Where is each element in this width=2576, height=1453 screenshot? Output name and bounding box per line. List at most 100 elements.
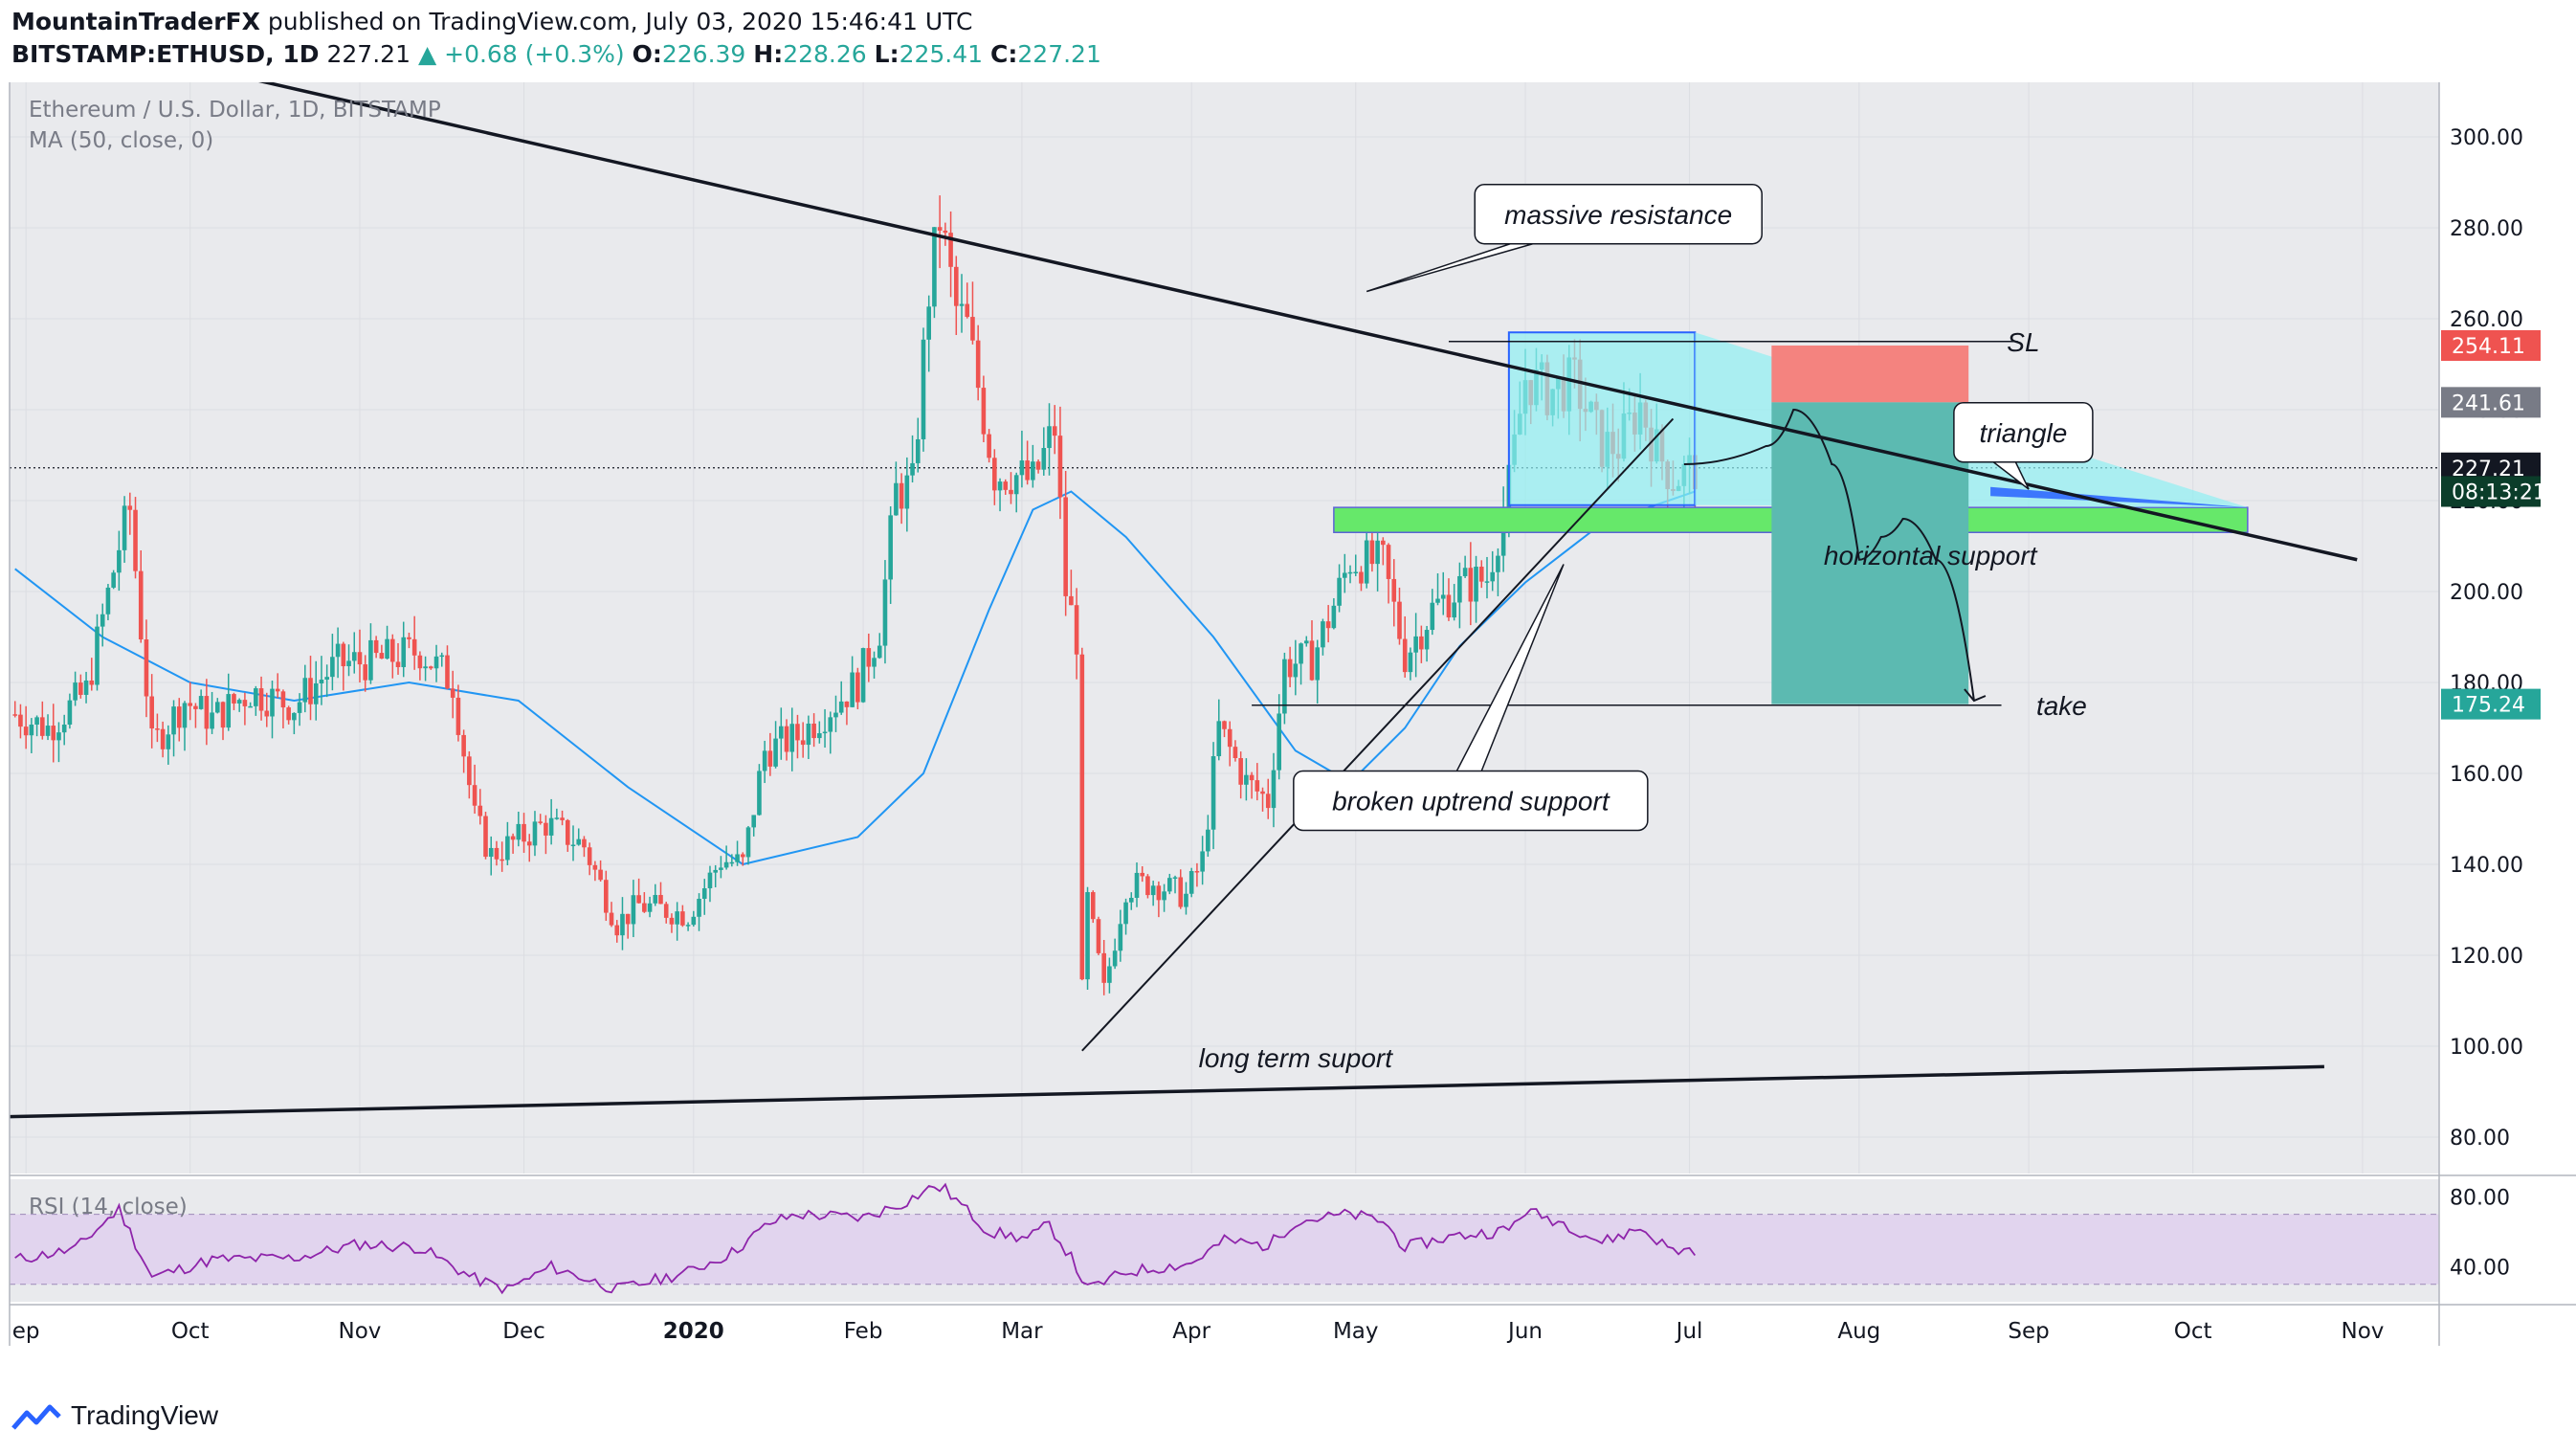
- candle-body-down: [937, 227, 943, 231]
- candle-body-up: [297, 702, 302, 713]
- candle-body-down: [943, 230, 948, 234]
- candle-body-up: [248, 705, 253, 708]
- candle-body-down: [1052, 426, 1057, 436]
- candle-body-down: [1079, 654, 1085, 980]
- candle-body-down: [89, 680, 95, 685]
- candle-body-down: [1227, 728, 1232, 748]
- candle-body-up: [817, 733, 822, 739]
- candle-body-up: [319, 680, 324, 683]
- candle-body-down: [1145, 876, 1150, 896]
- time-tick-label: Dec: [502, 1319, 545, 1344]
- price-tick-label: 140.00: [2450, 854, 2523, 878]
- candle-body-up: [833, 712, 838, 718]
- candle-body-down: [855, 672, 860, 703]
- time-tick-label: Oct: [171, 1319, 210, 1344]
- candle-body-down: [975, 340, 981, 389]
- candle-body-up: [1216, 721, 1222, 757]
- candle-body-down: [965, 303, 970, 318]
- candle-body-down: [636, 895, 641, 904]
- candle-body-up: [385, 638, 389, 659]
- candle-body-up: [548, 817, 554, 836]
- candle-body-down: [407, 637, 411, 639]
- candle-body-down: [472, 785, 477, 806]
- price-chart[interactable]: massive resistance triangle broken uptrend…: [0, 82, 2576, 1388]
- candle-body-up: [1277, 713, 1281, 771]
- candle-body-down: [395, 661, 401, 667]
- time-tick-label: Apr: [1172, 1319, 1210, 1344]
- candle-body-down: [1359, 571, 1364, 584]
- candle-body-down: [1194, 871, 1200, 873]
- candle-body-up: [182, 703, 188, 728]
- candle-body-up: [330, 657, 335, 678]
- candle-body-up: [1364, 540, 1369, 584]
- candle-body-down: [582, 838, 587, 848]
- ma-line: [14, 490, 1696, 866]
- candle-body-up: [1167, 878, 1172, 892]
- candle-body-down: [1069, 595, 1074, 606]
- candle-body-down: [477, 805, 483, 816]
- candle-body-down: [1381, 540, 1386, 546]
- candle-body-up: [1041, 448, 1047, 470]
- ma-50-line: [14, 490, 1696, 866]
- axes: 300.00280.00260.00240.00220.00200.00180.…: [9, 82, 2576, 1388]
- candle-body-up: [653, 895, 658, 904]
- author-name[interactable]: MountainTraderFX: [11, 8, 260, 35]
- candle-body-up: [1500, 510, 1506, 556]
- symbol-name: BITSTAMP:ETHUSD, 1D: [11, 40, 320, 68]
- candle-body-down: [1287, 659, 1293, 678]
- candle-body-up: [1347, 571, 1353, 574]
- rsi-band: [10, 1214, 2439, 1285]
- broken-uptrend-callout: broken uptrend support: [1293, 564, 1649, 832]
- candle-body-down: [795, 724, 800, 741]
- candle-body-up: [894, 482, 899, 516]
- drawings: massive resistance triangle broken uptrend…: [9, 82, 2358, 1119]
- candle-body-up: [122, 505, 127, 550]
- candle-body-down: [232, 694, 236, 704]
- candle-body-down: [1140, 872, 1145, 877]
- candle-body-up: [1184, 893, 1188, 907]
- candle-body-down: [1074, 605, 1079, 655]
- candle-body-up: [1299, 643, 1303, 664]
- candle-body-down: [155, 728, 160, 730]
- ma-indicator-label: MA (50, close, 0): [29, 128, 213, 153]
- candle-body-down: [160, 728, 166, 749]
- candle-body-up: [1293, 663, 1299, 678]
- candle-body-up: [620, 913, 625, 936]
- candle-body-up: [1172, 877, 1178, 879]
- chart-title: Ethereum / U.S. Dollar, 1D, BITSTAMP: [29, 98, 441, 123]
- candle-body-down: [188, 703, 193, 706]
- candle-body-down: [144, 639, 149, 697]
- candle-body-down: [953, 266, 959, 306]
- price-label-text: 08:13:21: [2452, 481, 2546, 505]
- candle-body-down: [1309, 640, 1315, 681]
- massive-resistance-line: [257, 82, 2358, 562]
- candle-body-down: [341, 643, 346, 667]
- candle-body-down: [663, 904, 669, 918]
- triangle-callout: triangle: [1953, 402, 2094, 490]
- candle-body-down: [280, 691, 286, 708]
- candle-body-up: [433, 656, 439, 669]
- candle-body-up: [1484, 581, 1490, 583]
- candle-body-down: [800, 740, 806, 746]
- candle-body-down: [204, 696, 210, 729]
- uptrend-support-line: [1081, 417, 1675, 1052]
- candle-body-down: [767, 750, 773, 767]
- footer-brand[interactable]: TradingView: [11, 1399, 218, 1432]
- candle-body-up: [570, 844, 576, 847]
- candle-body-down: [1057, 436, 1063, 498]
- candle-body-up: [888, 515, 893, 580]
- candle-body-down: [373, 639, 379, 654]
- candle-body-down: [40, 717, 45, 736]
- candle-body-down: [1178, 877, 1184, 907]
- candle-body-down: [587, 847, 592, 865]
- candle-body-down: [560, 817, 565, 820]
- time-tick-label: Nov: [339, 1319, 382, 1344]
- candle-body-down: [866, 648, 872, 667]
- candle-body-up: [171, 706, 176, 735]
- price-tick-label: 200.00: [2450, 581, 2523, 605]
- candle-body-up: [1474, 567, 1478, 602]
- candle-body-down: [1156, 885, 1162, 901]
- candle-body-down: [625, 913, 631, 925]
- candle-body-down: [899, 482, 904, 509]
- candle-body-up: [56, 732, 61, 741]
